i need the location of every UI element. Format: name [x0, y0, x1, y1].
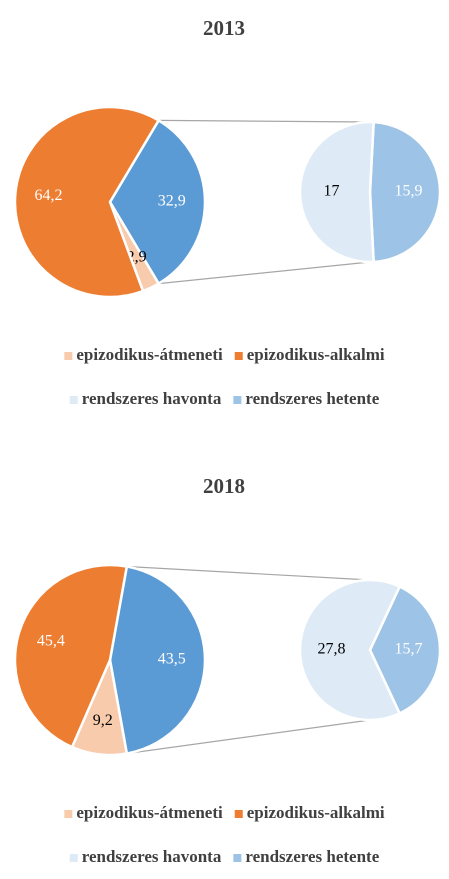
- legend-label: epizodikus-átmeneti: [76, 803, 223, 822]
- legend-label: epizodikus-alkalmi: [247, 345, 385, 364]
- data-label: 27,8: [318, 641, 346, 658]
- legend-label: epizodikus-átmeneti: [76, 345, 223, 364]
- data-label: 15,7: [395, 641, 423, 658]
- legend-label: rendszeres hetente: [245, 389, 379, 408]
- legend-swatch: [69, 854, 78, 862]
- pie-slice: [368, 120, 442, 264]
- legend-swatch: [234, 352, 243, 360]
- data-label: 45,4: [37, 633, 65, 650]
- data-label: 43,5: [158, 651, 186, 668]
- chart-title: 2013: [203, 16, 245, 40]
- pie-slice: [108, 118, 207, 286]
- chart-title: 2018: [203, 474, 245, 498]
- connector-line: [158, 261, 371, 285]
- legend-row: rendszeres havonta rendszeres hetente: [69, 389, 380, 408]
- legend-label: rendszeres hetente: [245, 847, 379, 866]
- data-label: 15,9: [395, 183, 423, 200]
- data-label: 9,2: [93, 712, 113, 729]
- legend-swatch: [233, 854, 242, 862]
- legend-row: epizodikus-átmeneti epizodikus-alkalmi: [64, 345, 385, 364]
- legend-swatch: [64, 810, 73, 818]
- pie-slice: [298, 120, 375, 264]
- connectors: [158, 119, 371, 285]
- legend-label: rendszeres havonta: [82, 389, 222, 408]
- connectors: [126, 565, 371, 755]
- legend-label: rendszeres havonta: [82, 847, 222, 866]
- data-label: 17: [324, 183, 340, 200]
- legend-swatch: [234, 810, 243, 818]
- pie-slice: [298, 578, 402, 722]
- legend-row: epizodikus-átmeneti epizodikus-alkalmi: [64, 803, 385, 822]
- connector-line: [126, 565, 371, 581]
- connector-line: [158, 119, 371, 123]
- legend-row: rendszeres havonta rendszeres hetente: [69, 847, 380, 866]
- connector-line: [126, 719, 371, 755]
- pie-slice: [13, 105, 161, 299]
- legend-label: epizodikus-alkalmi: [247, 803, 385, 822]
- data-label: 64,2: [35, 187, 63, 204]
- legend-swatch: [69, 396, 78, 404]
- legend-swatch: [64, 352, 73, 360]
- legend-swatch: [233, 396, 242, 404]
- pie-slice: [368, 584, 442, 716]
- pie-slice: [108, 565, 207, 755]
- data-label: 32,9: [158, 193, 186, 210]
- pie-slice: [13, 563, 129, 749]
